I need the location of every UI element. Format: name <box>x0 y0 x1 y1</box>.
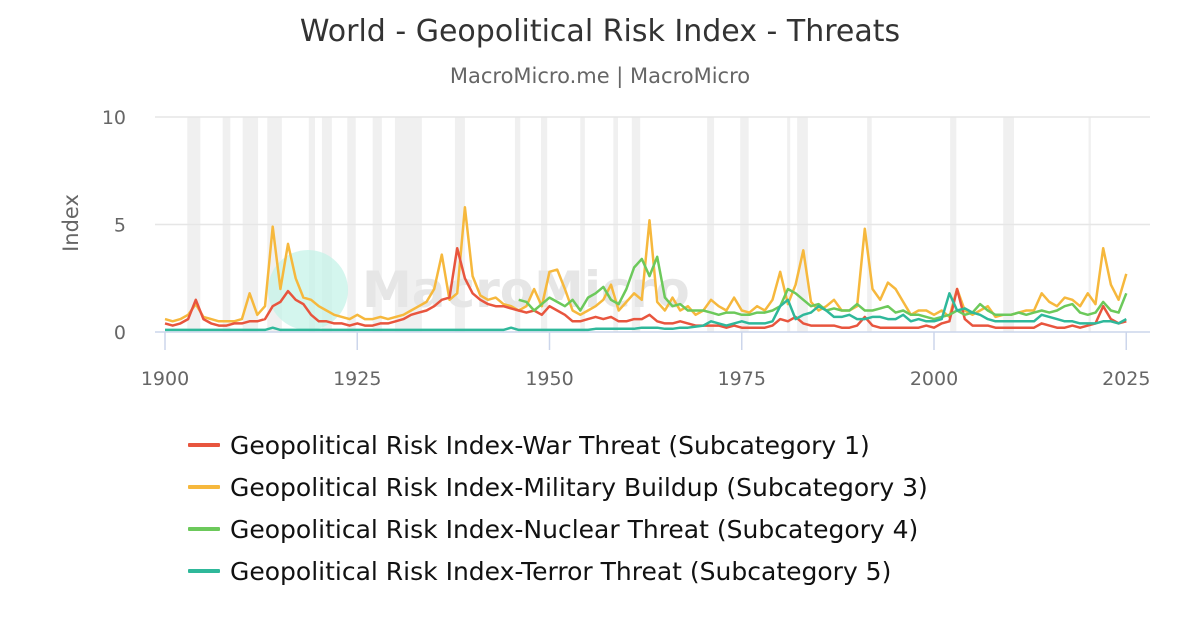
y-tick-label: 0 <box>114 322 126 344</box>
chart-subtitle: MacroMicro.me | MacroMicro <box>449 64 751 88</box>
watermark-text: MacroMicro <box>362 261 690 319</box>
legend-label: Geopolitical Risk Index-Nuclear Threat (… <box>230 514 919 544</box>
x-tick-label: 2000 <box>910 368 958 390</box>
x-tick-label: 1975 <box>718 368 766 390</box>
legend-label: Geopolitical Risk Index-Terror Threat (S… <box>230 556 892 586</box>
x-tick-label: 1950 <box>525 368 573 390</box>
series-line-3 <box>165 292 1127 332</box>
legend-item[interactable]: Geopolitical Risk Index-War Threat (Subc… <box>188 424 928 466</box>
legend-swatch <box>188 485 220 489</box>
legend-label: Geopolitical Risk Index-Military Buildup… <box>230 472 928 502</box>
y-axis-label: Index <box>59 194 83 252</box>
legend-item[interactable]: Geopolitical Risk Index-Nuclear Threat (… <box>188 508 928 550</box>
legend-swatch <box>188 527 220 531</box>
chart-title: World - Geopolitical Risk Index - Threat… <box>299 14 901 49</box>
series-line-1 <box>164 206 1128 323</box>
x-tick-label: 2025 <box>1102 368 1150 390</box>
legend-item[interactable]: Geopolitical Risk Index-Terror Threat (S… <box>188 550 928 592</box>
x-tick-label: 1925 <box>333 368 381 390</box>
legend-item[interactable]: Geopolitical Risk Index-Military Buildup… <box>188 466 928 508</box>
x-tick-label: 1900 <box>141 368 189 390</box>
legend-label: Geopolitical Risk Index-War Threat (Subc… <box>230 430 870 460</box>
legend-swatch <box>188 443 220 447</box>
series-line-0 <box>164 246 1127 329</box>
legend-swatch <box>188 569 220 573</box>
y-tick-label: 10 <box>102 107 126 129</box>
y-tick-label: 5 <box>114 215 126 237</box>
legend: Geopolitical Risk Index-War Threat (Subc… <box>188 424 928 592</box>
